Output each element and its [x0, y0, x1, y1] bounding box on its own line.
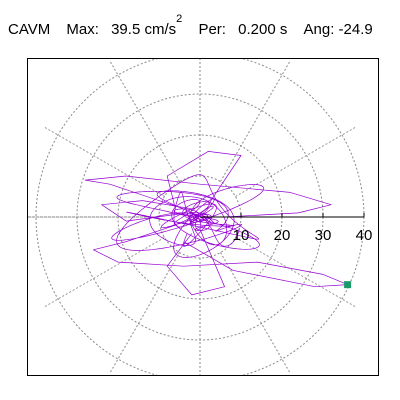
grid-spoke-150: [43, 126, 165, 197]
grid-spoke-30: [235, 126, 357, 197]
period-value: 0.200 s: [238, 21, 288, 38]
component-name: CAVM: [8, 21, 51, 38]
radial-tick-labels: 10 20 30 40: [233, 227, 373, 244]
peak-marker-layer: [344, 281, 352, 289]
max-value: 39.5: [111, 21, 141, 38]
max-label: Max:: [66, 21, 99, 38]
polar-plot-frame: 10 20 30 40: [27, 58, 379, 376]
radial-tick-label-40: 40: [356, 227, 373, 244]
radial-tick-label-20: 20: [274, 227, 291, 244]
radial-tick-label-30: 30: [315, 227, 332, 244]
orbit-trace: [84, 151, 348, 296]
max-unit: cm/s: [144, 21, 177, 38]
grid-spoke-300: [220, 252, 291, 374]
radial-axis: [200, 213, 365, 218]
orbit-path: [84, 151, 348, 296]
peak-marker: [344, 281, 352, 289]
radial-tick-label-10: 10: [233, 227, 250, 244]
period-label: Per:: [198, 21, 226, 38]
max-unit-exponent: 2: [176, 13, 183, 25]
grid-spoke-60: [220, 60, 291, 182]
angle-value: -24.9: [338, 21, 373, 38]
grid-spoke-210: [43, 237, 165, 308]
angle-label: Ang:: [303, 21, 335, 38]
polar-orbit-chart: 10 20 30 40: [28, 59, 373, 375]
grid-spoke-330: [235, 237, 357, 308]
grid-spoke-240: [109, 252, 180, 374]
grid-spoke-120: [109, 60, 180, 182]
chart-header: CAVM Max: 39.5 cm/s2 Per: 0.200 s Ang: -…: [8, 13, 373, 38]
